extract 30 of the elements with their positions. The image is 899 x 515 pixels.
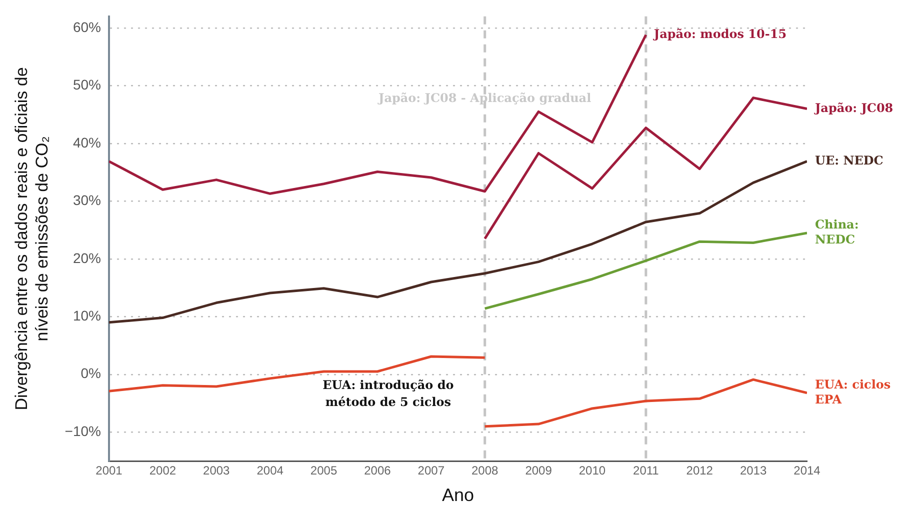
y-tick-label: 0% [80,365,101,382]
x-tick-label: 2002 [149,464,176,478]
x-tick-label: 2012 [686,464,714,478]
x-tick-label: 2010 [578,464,606,478]
x-tick-label: 2005 [310,464,338,478]
y-axis-title: Divergência entre os dados reais e oficiais de níveis de emissões de CO₂ [12,67,52,410]
x-tick-label: 2013 [740,464,767,478]
x-tick-label: 2008 [471,464,499,478]
series-label: EUA: ciclos EPA [815,377,891,406]
x-tick-label: 2003 [203,464,230,478]
y-tick-label: 20% [72,250,101,266]
x-tick-label: 2011 [633,464,660,478]
series-label: Japão: JC08 [814,100,894,115]
x-tick-label: 2009 [525,464,552,478]
series-label: UE: NEDC [815,153,884,168]
y-tick-label: 10% [72,308,101,324]
y-tick-label: 50% [72,76,101,93]
y-tick-label: 40% [72,134,101,150]
series-label: Japão: modos 10-15 [652,27,787,41]
x-axis-title: Ano [442,485,474,506]
y-tick-label: 60% [72,18,101,35]
series-label: China: NEDC [815,218,859,247]
x-tick-label: 2006 [364,464,392,478]
y-tick-label: −10% [64,422,101,439]
x-tick-label: 2004 [256,464,284,478]
annotation: EUA: introdução do método de 5 ciclos [322,378,454,409]
y-tick-label: 30% [72,192,101,208]
x-tick-label: 2001 [96,464,123,478]
x-tick-label: 2007 [418,464,445,478]
x-tick-label: 2014 [794,464,821,478]
